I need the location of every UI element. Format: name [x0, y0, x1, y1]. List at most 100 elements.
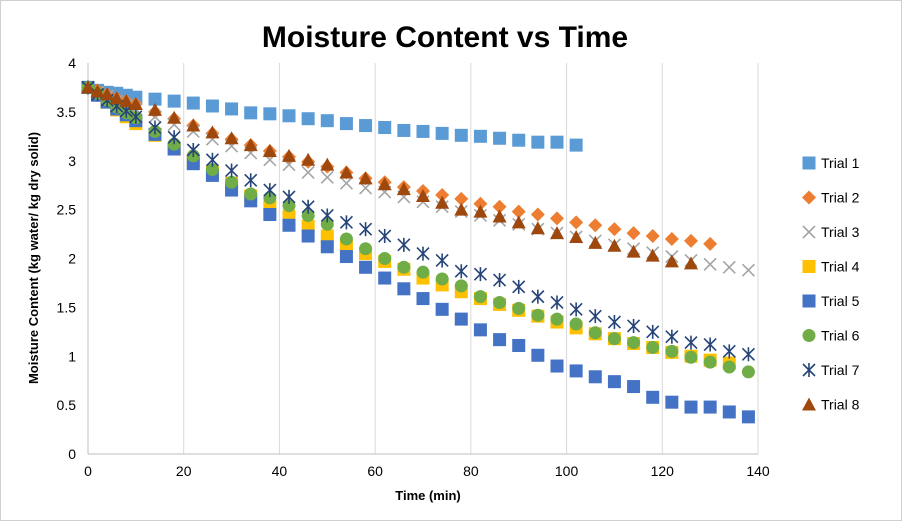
data-point: [454, 264, 468, 279]
data-point: [167, 130, 181, 145]
y-tick-label: 2.5: [57, 202, 77, 218]
data-point: [703, 337, 717, 352]
data-point: [454, 128, 468, 142]
data-point: [81, 80, 95, 94]
data-point: [493, 273, 507, 288]
data-point: [473, 196, 488, 211]
x-tick-label: 100: [555, 463, 579, 479]
data-point: [645, 229, 660, 244]
data-point: [339, 117, 353, 131]
data-point: [550, 312, 564, 326]
data-point: [664, 254, 679, 268]
data-point: [607, 375, 621, 389]
legend-label: Trial 4: [821, 259, 860, 275]
data-point: [435, 195, 450, 209]
data-point: [473, 290, 487, 304]
data-point: [435, 302, 449, 316]
data-point: [359, 222, 373, 237]
data-point: [684, 233, 698, 248]
data-point: [493, 295, 507, 309]
data-point: [703, 400, 717, 414]
data-point: [646, 390, 660, 404]
axes: [87, 63, 758, 455]
legend-marker: [802, 363, 816, 377]
data-point: [703, 257, 717, 271]
x-tick-label: 40: [272, 463, 288, 479]
data-point: [530, 221, 545, 235]
data-point: [684, 256, 698, 270]
tick-labels: 0 20 40 60 80 100 120 140 0 0.5 1 1.5 2 2.5 3 3.5 4: [57, 55, 770, 479]
data-point: [512, 279, 526, 294]
series-trial-3: [81, 80, 755, 277]
data-point: [378, 252, 392, 265]
data-point: [588, 370, 602, 384]
data-point: [378, 229, 392, 244]
legend-label: Trial 5: [821, 293, 860, 309]
legend-label: Trial 8: [821, 397, 860, 413]
legend-label: Trial 2: [821, 190, 860, 206]
legend-item: Trial 8: [802, 397, 860, 413]
data-point: [627, 336, 641, 350]
y-tick-label: 3.5: [57, 104, 77, 120]
data-point: [262, 143, 277, 157]
data-point: [243, 138, 258, 152]
x-tick-label: 20: [176, 463, 192, 479]
legend-marker: [802, 225, 816, 239]
data-point: [645, 248, 660, 262]
data-point: [397, 260, 411, 274]
data-point: [320, 217, 334, 231]
data-point: [531, 348, 545, 362]
data-point: [684, 350, 698, 364]
data-point: [665, 395, 679, 409]
data-point: [531, 135, 545, 149]
data-point: [359, 260, 373, 274]
data-point: [205, 125, 220, 139]
data-point: [473, 129, 487, 143]
data-series: [81, 80, 755, 424]
x-tick-label: 120: [651, 463, 675, 479]
data-point: [263, 208, 277, 222]
data-point: [722, 344, 736, 359]
data-point: [224, 131, 239, 145]
legend-item: Trial 5: [802, 293, 860, 309]
data-point: [607, 238, 622, 252]
data-point: [511, 204, 526, 219]
data-point: [301, 208, 315, 222]
data-point: [416, 124, 430, 138]
x-axis-label: Time (min): [395, 488, 461, 503]
data-point: [397, 282, 411, 296]
data-point: [244, 173, 258, 188]
data-point: [684, 335, 698, 350]
data-point: [282, 109, 296, 123]
data-point: [339, 232, 353, 246]
data-point: [225, 175, 239, 189]
legend-item: Trial 1: [802, 155, 860, 171]
y-tick-label: 0.5: [57, 397, 77, 413]
data-point: [569, 215, 584, 230]
data-point: [588, 218, 603, 233]
legend-marker: [802, 260, 816, 273]
data-point: [741, 347, 755, 362]
y-tick-label: 3: [68, 153, 76, 169]
y-tick-label: 4: [68, 55, 76, 71]
data-point: [320, 240, 334, 254]
legend-marker: [802, 190, 816, 205]
data-point: [119, 94, 134, 108]
data-point: [359, 242, 373, 256]
data-point: [435, 253, 449, 268]
data-point: [531, 289, 545, 304]
data-point: [435, 187, 450, 202]
data-point: [282, 199, 296, 213]
data-point: [512, 338, 526, 352]
legend-label: Trial 3: [821, 224, 860, 240]
data-point: [416, 265, 430, 279]
data-point: [167, 110, 182, 124]
y-tick-label: 2: [68, 251, 76, 267]
data-point: [129, 109, 143, 124]
data-point: [301, 165, 315, 180]
data-point: [244, 187, 258, 201]
legend-label: Trial 1: [821, 155, 860, 171]
data-point: [493, 131, 507, 145]
data-point: [397, 237, 411, 252]
